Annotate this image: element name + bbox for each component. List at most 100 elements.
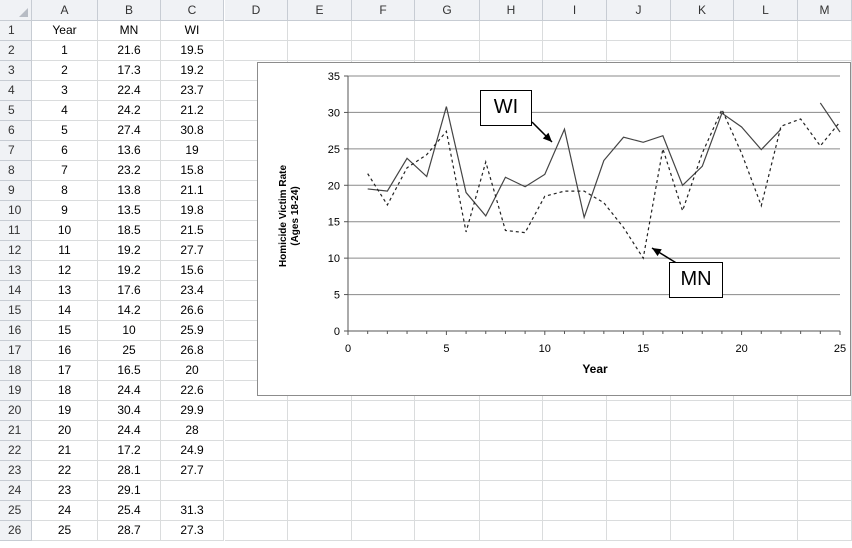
cell-c26[interactable]: 27.3 (161, 521, 224, 541)
cell-c11[interactable]: 21.5 (161, 221, 224, 241)
row-header-14[interactable]: 14 (0, 281, 32, 301)
cell-k24[interactable] (671, 481, 734, 501)
cell-b17[interactable]: 25 (98, 341, 161, 361)
row-header-17[interactable]: 17 (0, 341, 32, 361)
cell-f24[interactable] (352, 481, 415, 501)
cell-j20[interactable] (607, 401, 671, 421)
cell-k1[interactable] (671, 21, 734, 41)
cell-l20[interactable] (734, 401, 798, 421)
cell-c12[interactable]: 27.7 (161, 241, 224, 261)
column-header-d[interactable]: D (225, 0, 288, 21)
cell-g1[interactable] (415, 21, 480, 41)
cell-b26[interactable]: 28.7 (98, 521, 161, 541)
cell-a6[interactable]: 5 (32, 121, 98, 141)
column-header-i[interactable]: I (543, 0, 607, 21)
cell-l21[interactable] (734, 421, 798, 441)
cell-a10[interactable]: 9 (32, 201, 98, 221)
row-header-16[interactable]: 16 (0, 321, 32, 341)
cell-a9[interactable]: 8 (32, 181, 98, 201)
column-header-h[interactable]: H (480, 0, 543, 21)
cell-j22[interactable] (607, 441, 671, 461)
cell-b2[interactable]: 21.6 (98, 41, 161, 61)
cell-h22[interactable] (480, 441, 543, 461)
cell-c1[interactable]: WI (161, 21, 224, 41)
cell-b6[interactable]: 27.4 (98, 121, 161, 141)
cell-g23[interactable] (415, 461, 480, 481)
cell-a22[interactable]: 21 (32, 441, 98, 461)
cell-g24[interactable] (415, 481, 480, 501)
cell-d25[interactable] (225, 501, 288, 521)
column-header-f[interactable]: F (352, 0, 415, 21)
cell-g26[interactable] (415, 521, 480, 541)
cell-b7[interactable]: 13.6 (98, 141, 161, 161)
cell-j26[interactable] (607, 521, 671, 541)
cell-e26[interactable] (288, 521, 352, 541)
cell-f1[interactable] (352, 21, 415, 41)
cell-b5[interactable]: 24.2 (98, 101, 161, 121)
cell-c16[interactable]: 25.9 (161, 321, 224, 341)
cell-a2[interactable]: 1 (32, 41, 98, 61)
cell-c10[interactable]: 19.8 (161, 201, 224, 221)
cell-c23[interactable]: 27.7 (161, 461, 224, 481)
cell-e23[interactable] (288, 461, 352, 481)
cell-b10[interactable]: 13.5 (98, 201, 161, 221)
cell-e2[interactable] (288, 41, 352, 61)
cell-i23[interactable] (543, 461, 607, 481)
cell-j2[interactable] (607, 41, 671, 61)
cell-a11[interactable]: 10 (32, 221, 98, 241)
row-header-11[interactable]: 11 (0, 221, 32, 241)
cell-c3[interactable]: 19.2 (161, 61, 224, 81)
cell-f20[interactable] (352, 401, 415, 421)
cell-c18[interactable]: 20 (161, 361, 224, 381)
cell-a12[interactable]: 11 (32, 241, 98, 261)
row-header-10[interactable]: 10 (0, 201, 32, 221)
row-header-13[interactable]: 13 (0, 261, 32, 281)
row-header-24[interactable]: 24 (0, 481, 32, 501)
cell-i22[interactable] (543, 441, 607, 461)
row-header-19[interactable]: 19 (0, 381, 32, 401)
cell-d2[interactable] (225, 41, 288, 61)
cell-h2[interactable] (480, 41, 543, 61)
cell-g2[interactable] (415, 41, 480, 61)
cell-f2[interactable] (352, 41, 415, 61)
cell-d20[interactable] (225, 401, 288, 421)
cell-l24[interactable] (734, 481, 798, 501)
cell-c8[interactable]: 15.8 (161, 161, 224, 181)
cell-h25[interactable] (480, 501, 543, 521)
column-header-c[interactable]: C (161, 0, 224, 21)
cell-a17[interactable]: 16 (32, 341, 98, 361)
cell-a24[interactable]: 23 (32, 481, 98, 501)
cell-k20[interactable] (671, 401, 734, 421)
cell-l1[interactable] (734, 21, 798, 41)
chart-area[interactable] (257, 62, 851, 396)
cell-b18[interactable]: 16.5 (98, 361, 161, 381)
cell-c24[interactable] (161, 481, 224, 501)
row-header-12[interactable]: 12 (0, 241, 32, 261)
cell-i26[interactable] (543, 521, 607, 541)
cell-c17[interactable]: 26.8 (161, 341, 224, 361)
cell-b8[interactable]: 23.2 (98, 161, 161, 181)
row-header-18[interactable]: 18 (0, 361, 32, 381)
cell-b20[interactable]: 30.4 (98, 401, 161, 421)
cell-f25[interactable] (352, 501, 415, 521)
cell-l22[interactable] (734, 441, 798, 461)
cell-c7[interactable]: 19 (161, 141, 224, 161)
cell-i25[interactable] (543, 501, 607, 521)
row-header-2[interactable]: 2 (0, 41, 32, 61)
row-header-23[interactable]: 23 (0, 461, 32, 481)
column-header-a[interactable]: A (32, 0, 98, 21)
row-header-9[interactable]: 9 (0, 181, 32, 201)
cell-e25[interactable] (288, 501, 352, 521)
cell-b14[interactable]: 17.6 (98, 281, 161, 301)
cell-k23[interactable] (671, 461, 734, 481)
cell-b13[interactable]: 19.2 (98, 261, 161, 281)
cell-a15[interactable]: 14 (32, 301, 98, 321)
row-header-6[interactable]: 6 (0, 121, 32, 141)
row-header-25[interactable]: 25 (0, 501, 32, 521)
cell-k26[interactable] (671, 521, 734, 541)
cell-c9[interactable]: 21.1 (161, 181, 224, 201)
cell-k22[interactable] (671, 441, 734, 461)
cell-c22[interactable]: 24.9 (161, 441, 224, 461)
cell-l26[interactable] (734, 521, 798, 541)
cell-a26[interactable]: 25 (32, 521, 98, 541)
